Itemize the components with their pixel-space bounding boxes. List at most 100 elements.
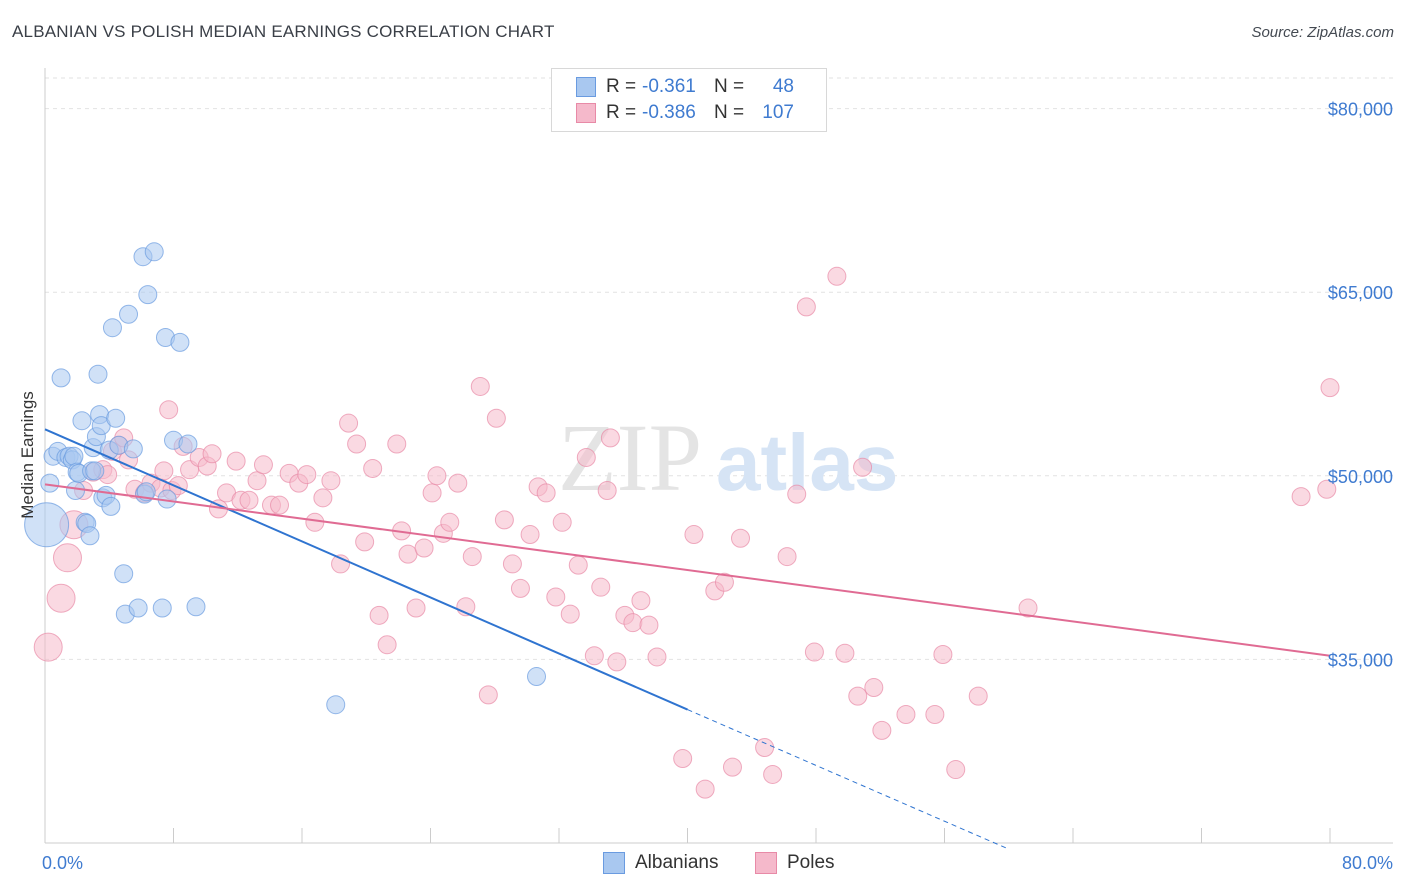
- data-point: [52, 543, 82, 573]
- data-point: [925, 704, 945, 724]
- data-point: [226, 451, 246, 471]
- data-point: [144, 242, 164, 262]
- data-point: [787, 484, 807, 504]
- data-point: [1317, 479, 1337, 499]
- data-point: [154, 461, 174, 481]
- data-point: [933, 645, 953, 665]
- data-point: [414, 538, 434, 558]
- data-point: [119, 304, 139, 324]
- data-point: [502, 554, 522, 574]
- chart-title: ALBANIAN VS POLISH MEDIAN EARNINGS CORRE…: [12, 22, 555, 41]
- data-point: [804, 642, 824, 662]
- data-point: [138, 285, 158, 305]
- data-point: [584, 646, 604, 666]
- data-point: [722, 757, 742, 777]
- data-point: [123, 439, 143, 459]
- data-point: [763, 764, 783, 784]
- trend-line-albanians: [44, 428, 688, 711]
- data-point: [600, 428, 620, 448]
- trend-lines: [44, 428, 1331, 850]
- legend-n-label: N =: [714, 102, 745, 123]
- data-point: [40, 473, 60, 493]
- y-tick-labels: $35,000 $50,000 $65,000 $80,000: [1328, 100, 1393, 671]
- data-point: [470, 376, 490, 396]
- bottom-legend-label-albanians: Albanians: [635, 852, 719, 873]
- data-point: [827, 266, 847, 286]
- data-point: [510, 578, 530, 598]
- series-albanians: [24, 242, 547, 715]
- data-point: [80, 526, 100, 546]
- legend-n-label: N =: [714, 76, 745, 97]
- data-point: [64, 446, 84, 466]
- data-point: [864, 678, 884, 698]
- data-point: [106, 408, 126, 428]
- data-point: [968, 686, 988, 706]
- grid-lines: [45, 77, 1393, 660]
- data-point: [520, 525, 540, 545]
- data-point: [448, 473, 468, 493]
- data-point: [946, 760, 966, 780]
- data-point: [24, 502, 70, 548]
- data-point: [848, 686, 868, 706]
- data-point: [546, 587, 566, 607]
- legend-n-value: 107: [762, 102, 794, 123]
- data-point: [170, 332, 190, 352]
- data-point: [427, 466, 447, 486]
- legend-r-label: R =: [606, 76, 637, 97]
- data-point: [494, 510, 514, 530]
- data-point: [853, 457, 873, 477]
- data-point: [72, 411, 92, 431]
- correlation-legend: R = -0.361 N = 48 R = -0.386 N = 107: [551, 68, 827, 132]
- legend-r-label: R =: [606, 102, 637, 123]
- data-point: [387, 434, 407, 454]
- data-point: [486, 408, 506, 428]
- trend-line-albanians-extension: [687, 709, 1009, 850]
- data-point: [297, 465, 317, 485]
- data-point: [623, 613, 643, 633]
- data-point: [159, 400, 179, 420]
- data-point: [552, 512, 572, 532]
- legend-swatch-poles: [576, 103, 596, 123]
- data-point: [152, 598, 172, 618]
- data-point: [355, 532, 375, 552]
- data-point: [128, 598, 148, 618]
- data-point: [88, 364, 108, 384]
- data-point: [102, 318, 122, 338]
- data-point: [527, 667, 547, 687]
- data-point: [347, 434, 367, 454]
- y-tick-label: $80,000: [1328, 100, 1393, 120]
- data-point: [377, 635, 397, 655]
- data-point: [755, 738, 775, 758]
- data-point: [202, 444, 222, 464]
- data-point: [478, 685, 498, 705]
- data-point: [33, 632, 63, 662]
- data-point: [591, 577, 611, 597]
- data-point: [46, 583, 76, 613]
- data-point: [639, 615, 659, 635]
- data-point: [714, 572, 734, 592]
- source-credit: Source: ZipAtlas.com: [1251, 24, 1394, 41]
- legend-r-value: -0.361: [642, 76, 696, 97]
- data-point: [239, 490, 259, 510]
- data-point: [576, 447, 596, 467]
- data-point: [253, 455, 273, 475]
- bottom-legend-albanians: Albanians: [603, 852, 718, 874]
- data-point: [462, 547, 482, 567]
- data-point: [684, 525, 704, 545]
- data-point: [326, 695, 346, 715]
- bottom-legend-label-poles: Poles: [787, 852, 835, 873]
- legend-r-value: -0.386: [642, 102, 696, 123]
- data-point: [695, 779, 715, 799]
- data-point: [796, 297, 816, 317]
- data-point: [1291, 487, 1311, 507]
- data-point: [66, 480, 86, 500]
- data-point: [186, 597, 206, 617]
- data-point: [422, 483, 442, 503]
- data-point: [631, 591, 651, 611]
- bottom-legend-swatch-albanians: [603, 852, 625, 874]
- data-point: [536, 483, 556, 503]
- data-point: [673, 749, 693, 769]
- data-point: [406, 598, 426, 618]
- data-point: [101, 496, 121, 516]
